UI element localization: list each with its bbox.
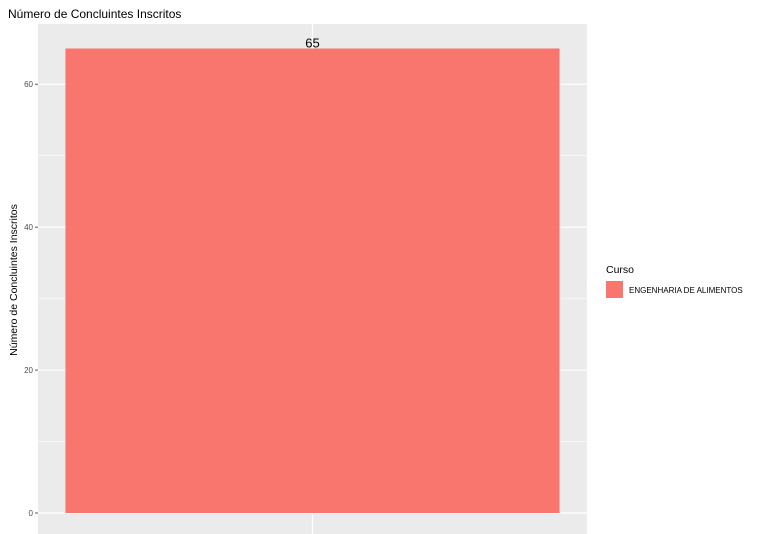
data-label: 65 — [305, 36, 319, 51]
data-labels-group: 65 — [305, 36, 319, 51]
legend-swatch — [606, 281, 623, 298]
legend-entry-label: ENGENHARIA DE ALIMENTOS — [629, 286, 743, 295]
y-axis-title: Número de Concluintes Inscritos — [8, 204, 20, 356]
chart-title: Número de Concluintes Inscritos — [8, 7, 181, 21]
y-tick-label: 40 — [24, 223, 33, 232]
bar — [65, 48, 560, 513]
legend-entries: ENGENHARIA DE ALIMENTOS — [606, 281, 743, 298]
y-axis: 0 20 40 60 — [24, 80, 38, 518]
legend-title: Curso — [606, 264, 634, 276]
bars-group — [65, 48, 560, 513]
y-tick-label: 20 — [24, 366, 33, 375]
y-tick-label: 0 — [29, 509, 34, 518]
y-tick-label: 60 — [24, 80, 33, 89]
legend: Curso ENGENHARIA DE ALIMENTOS — [606, 264, 743, 298]
